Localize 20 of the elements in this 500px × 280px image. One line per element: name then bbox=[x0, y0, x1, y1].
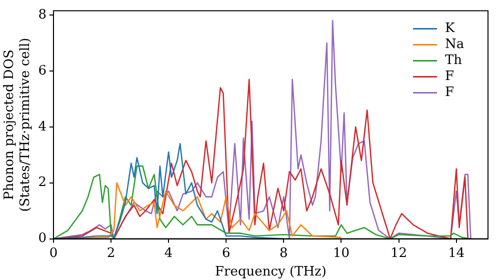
x-tick-label: 14 bbox=[448, 246, 465, 261]
y-axis-title: Phonon projected DOS (States/THz·primitive cell) bbox=[2, 38, 33, 212]
x-tick-label: 2 bbox=[106, 246, 116, 261]
y-tick-label: 0 bbox=[38, 231, 46, 246]
legend-label: F bbox=[445, 85, 454, 100]
y-tick-label: 2 bbox=[38, 175, 46, 190]
y-tick-label: 6 bbox=[38, 63, 46, 78]
legend-label: F bbox=[445, 69, 454, 84]
y-tick-label: 4 bbox=[38, 119, 46, 134]
x-tick-label: 12 bbox=[390, 246, 408, 261]
x-tick-label: 0 bbox=[49, 246, 58, 261]
y-tick-label: 8 bbox=[38, 7, 46, 22]
x-tick-label: 4 bbox=[164, 246, 173, 261]
x-axis-title: Frequency (THz) bbox=[215, 264, 326, 280]
x-tick-label: 8 bbox=[280, 246, 288, 261]
legend-label: K bbox=[445, 21, 455, 36]
legend-label: Na bbox=[445, 37, 464, 52]
x-tick-label: 10 bbox=[332, 246, 350, 261]
legend-label: Th bbox=[445, 53, 463, 68]
x-tick-label: 6 bbox=[222, 246, 230, 261]
